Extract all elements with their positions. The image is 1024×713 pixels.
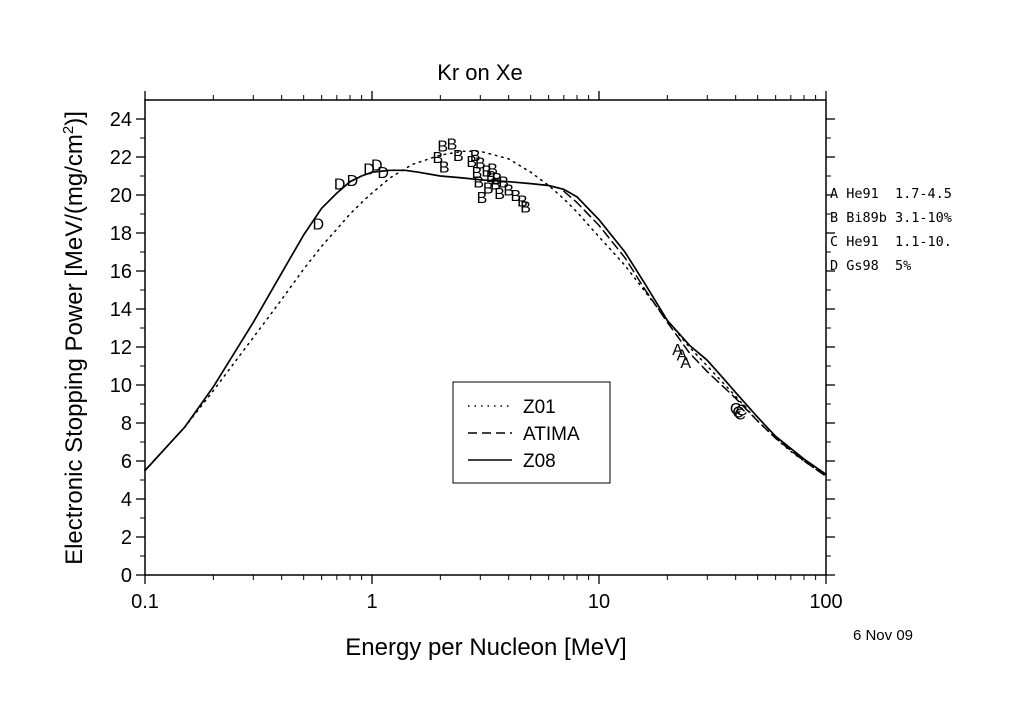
y-axis-label: Electronic Stopping Power [MeV/(mg/cm2)]: [60, 111, 88, 565]
y-tick-label: 16: [110, 261, 132, 283]
y-tick-label: 22: [110, 147, 132, 169]
data-point-b: B: [481, 163, 492, 180]
data-point-b: B: [490, 177, 501, 194]
data-point-b: B: [433, 150, 444, 167]
data-point-b: B: [475, 156, 486, 173]
y-tick-label: 18: [110, 223, 132, 245]
data-point-b: B: [473, 175, 484, 192]
y-tick-label: 0: [121, 565, 132, 587]
data-point-a: A: [680, 355, 691, 372]
x-tick-label: 0.1: [131, 591, 159, 613]
data-point-b: B: [520, 199, 531, 216]
series-group: [144, 150, 827, 477]
y-axis-label-end: )]: [61, 111, 88, 126]
data-point-d: D: [313, 217, 325, 234]
chart-title: Kr on Xe: [437, 60, 523, 85]
y-tick-label: 6: [121, 451, 132, 473]
y-tick-label: 4: [121, 489, 132, 511]
y-tick-label: 24: [110, 109, 132, 131]
data-point-b: B: [503, 182, 514, 199]
data-point-d: D: [347, 173, 359, 190]
y-tick-label: 20: [110, 185, 132, 207]
data-point-b: B: [466, 154, 477, 171]
data-point-c: C: [736, 403, 748, 420]
y-tick-label: 14: [110, 299, 132, 321]
data-point-b: B: [483, 180, 494, 197]
data-point-c: C: [730, 401, 742, 418]
series-line-z08: [144, 169, 827, 476]
x-tick-label: 1: [366, 591, 377, 613]
dataset-legend-item-d: D Gs98 5%: [830, 258, 911, 274]
dataset-legend-item-a: A He91 1.7-4.5: [830, 186, 952, 202]
data-point-b: B: [498, 175, 509, 192]
y-tick-label: 8: [121, 413, 132, 435]
legend-label-z08: Z08: [523, 451, 556, 472]
series-line-z01: [144, 150, 827, 477]
dataset-legend-item-c: C He91 1.1-10.: [830, 234, 952, 250]
legend-label-z01: Z01: [523, 397, 556, 418]
data-point-b: B: [439, 160, 450, 177]
data-point-b: B: [470, 148, 481, 165]
x-axis-label: Energy per Nucleon [MeV]: [345, 634, 626, 661]
x-axis: 0.1 1 10 100: [131, 91, 843, 613]
data-point-b: B: [477, 190, 488, 207]
y-tick-label: 10: [110, 375, 132, 397]
data-point-d: D: [377, 165, 389, 182]
data-point-b: B: [492, 171, 503, 188]
data-point-b: B: [486, 169, 497, 186]
data-point-b: B: [487, 161, 498, 178]
data-point-c: C: [732, 405, 744, 422]
series-line-atima: [563, 190, 827, 477]
data-point-b: B: [517, 194, 528, 211]
legend: Z01 ATIMA Z08: [452, 381, 611, 484]
data-point-a: A: [677, 348, 688, 365]
x-tick-label: 100: [809, 591, 842, 613]
data-point-b: B: [510, 188, 521, 205]
legend-label-atima: ATIMA: [523, 424, 580, 445]
data-point-d: D: [334, 177, 346, 194]
data-point-b: B: [437, 139, 448, 156]
data-point-d: D: [371, 158, 383, 175]
dataset-legend: A He91 1.7-4.5 B Bi89b 3.1-10% C He91 1.1-…: [830, 186, 952, 274]
x-tick-label: 10: [588, 591, 610, 613]
data-point-b: B: [494, 186, 505, 203]
data-point-b: B: [447, 137, 458, 154]
legend-box: [452, 381, 611, 484]
plot-area: [144, 99, 827, 576]
y-axis-label-superscript: 2: [60, 126, 77, 134]
y-axis-label-main: Electronic Stopping Power [MeV/(mg/cm: [61, 134, 88, 565]
dataset-legend-item-b: B Bi89b 3.1-10%: [830, 210, 952, 226]
y-tick-label: 12: [110, 337, 132, 359]
y-tick-label: 2: [121, 527, 132, 549]
data-point-a: A: [672, 342, 683, 359]
date-label: 6 Nov 09: [853, 627, 913, 644]
data-point-b: B: [472, 165, 483, 182]
plot-frame: [144, 99, 827, 576]
data-point-b: B: [453, 148, 464, 165]
data-point-c: C: [734, 407, 746, 424]
data-point-d: D: [363, 161, 375, 178]
